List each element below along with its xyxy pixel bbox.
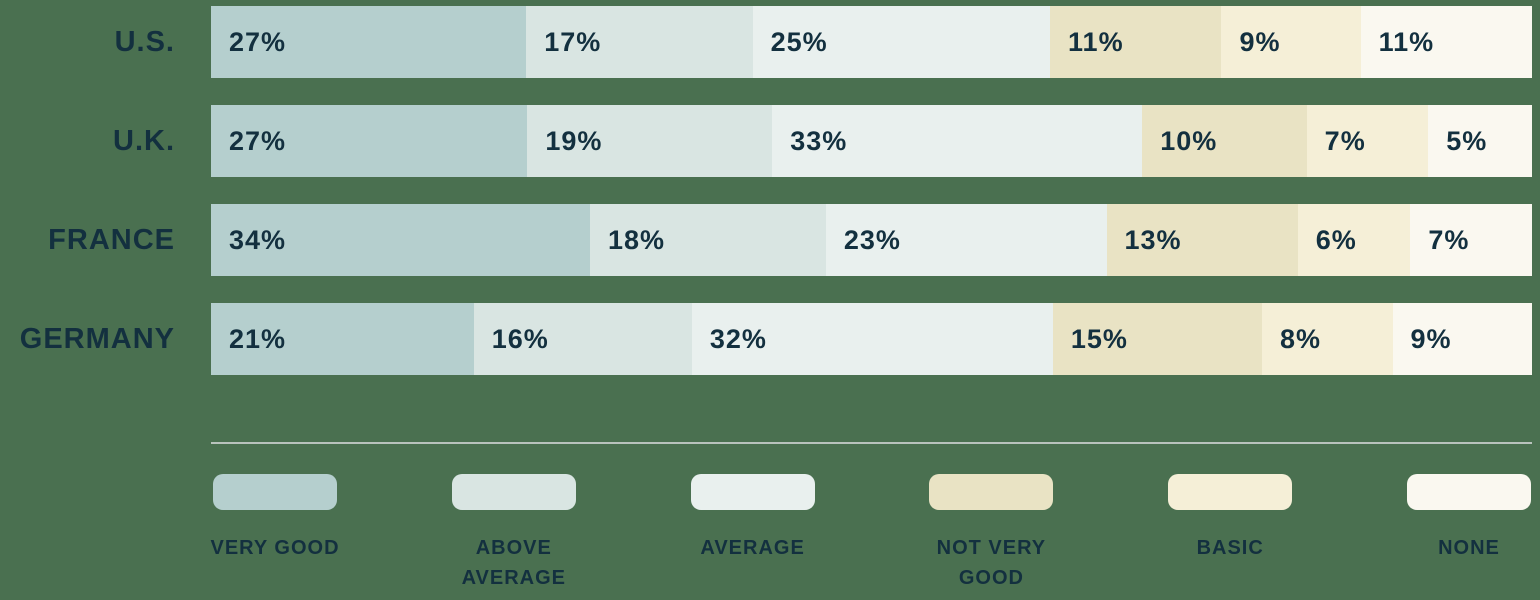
bar-segment: 13% (1106, 204, 1298, 276)
segment-value-label: 25% (770, 26, 828, 57)
segment-value-label: 11% (1378, 26, 1435, 57)
bar-segment: 5% (1428, 105, 1532, 177)
segment-value-label: 27% (229, 26, 287, 57)
bar-segment: 27% (211, 105, 528, 177)
bar-segment: 11% (1050, 6, 1222, 78)
bar-segment: 16% (473, 303, 692, 375)
bar-segment: 18% (589, 204, 826, 276)
legend-item: AVERAGE (690, 474, 815, 593)
segment-value-label: 21% (229, 323, 287, 354)
legend-swatch (929, 474, 1054, 510)
segment-value-label: 23% (843, 224, 901, 255)
legend-item: VERY GOOD (210, 474, 339, 593)
segment-value-label: 11% (1068, 26, 1124, 57)
legend-label-line: BASIC (1196, 537, 1264, 559)
stacked-bar: 27% 19% 33% 10% 7% 5% (211, 105, 1532, 177)
segment-value-label: 10% (1160, 125, 1218, 156)
segment-value-label: 7% (1428, 224, 1470, 255)
country-label: GERMANY (19, 322, 175, 355)
segment-value-label: 8% (1280, 323, 1322, 354)
legend-label-line: AVERAGE (461, 567, 566, 589)
segment-value-label: 15% (1070, 323, 1128, 354)
bar-segment: 9% (1392, 303, 1532, 375)
legend-label: AVERAGE (643, 533, 863, 563)
segment-value-label: 5% (1446, 125, 1488, 156)
legend-swatch (1168, 474, 1293, 510)
bar-segment: 23% (825, 204, 1107, 276)
legend-label: ABOVE AVERAGE (404, 533, 624, 593)
segment-value-label: 16% (491, 323, 549, 354)
segment-value-label: 34% (229, 224, 287, 255)
segment-value-label: 9% (1239, 26, 1281, 57)
segment-value-label: 27% (229, 125, 287, 156)
bar-segment: 27% (211, 6, 527, 78)
chart-legend: VERY GOOD ABOVE AVERAGE AVERAGE NOT VERY G… (210, 474, 1531, 593)
chart-row: U.K. 27% 19% 33% 10% 7% 5% (0, 105, 1532, 177)
legend-item: ABOVE AVERAGE (451, 474, 576, 593)
legend-swatch (1406, 474, 1531, 510)
legend-label: NOT VERY GOOD (881, 533, 1101, 593)
legend-item: NONE (1406, 474, 1531, 593)
chart-row: U.S. 27% 17% 25% 11% 9% 11% (0, 6, 1533, 78)
chart-row: GERMANY 21% 16% 32% 15% 8% 9% (0, 303, 1532, 375)
legend-swatch (690, 474, 815, 510)
segment-value-label: 17% (544, 26, 602, 57)
legend-label: NONE (1359, 533, 1540, 563)
country-label: U.S. (114, 25, 175, 58)
bar-segment: 25% (752, 6, 1051, 78)
legend-item: BASIC (1168, 474, 1293, 593)
legend-label-line: NONE (1438, 537, 1500, 559)
bar-segment: 19% (527, 105, 773, 177)
bar-segment: 8% (1262, 303, 1393, 375)
legend-label-line: VERY GOOD (210, 537, 340, 559)
chart-rows: U.S. 27% 17% 25% 11% 9% 11% U.K. 27% 19%… (0, 6, 1533, 402)
legend-swatch (213, 474, 337, 510)
bar-segment: 9% (1221, 6, 1361, 78)
bar-segment: 11% (1360, 6, 1533, 78)
stacked-bar: 34% 18% 23% 13% 6% 7% (211, 204, 1532, 276)
stacked-bar: 27% 17% 25% 11% 9% 11% (211, 6, 1533, 78)
bar-segment: 21% (211, 303, 474, 375)
legend-label-line: ABOVE (475, 537, 552, 559)
bar-segment: 10% (1142, 105, 1307, 177)
bar-segment: 7% (1410, 204, 1532, 276)
bar-segment: 34% (211, 204, 590, 276)
bar-segment: 6% (1297, 204, 1411, 276)
legend-label-line: AVERAGE (700, 537, 805, 559)
legend-swatch (451, 474, 576, 510)
stacked-bar: 21% 16% 32% 15% 8% 9% (211, 303, 1532, 375)
legend-item: NOT VERY GOOD (929, 474, 1054, 593)
chart-row: FRANCE 34% 18% 23% 13% 6% 7% (0, 204, 1532, 276)
segment-value-label: 6% (1315, 224, 1357, 255)
bar-segment: 32% (691, 303, 1053, 375)
bar-segment: 7% (1306, 105, 1429, 177)
legend-label-line: GOOD (958, 567, 1024, 589)
divider-line (211, 442, 1532, 444)
segment-value-label: 32% (709, 323, 767, 354)
legend-label: BASIC (1120, 533, 1340, 563)
segment-value-label: 19% (545, 125, 603, 156)
legend-label: VERY GOOD (165, 533, 385, 563)
bar-segment: 17% (526, 6, 753, 78)
segment-value-label: 13% (1124, 224, 1182, 255)
bar-segment: 15% (1052, 303, 1262, 375)
bar-segment: 33% (772, 105, 1143, 177)
legend-label-line: NOT VERY (936, 537, 1047, 559)
segment-value-label: 33% (790, 125, 848, 156)
segment-value-label: 18% (607, 224, 665, 255)
country-label: FRANCE (48, 223, 175, 256)
segment-value-label: 7% (1324, 125, 1366, 156)
segment-value-label: 9% (1410, 323, 1452, 354)
country-label: U.K. (113, 124, 175, 157)
